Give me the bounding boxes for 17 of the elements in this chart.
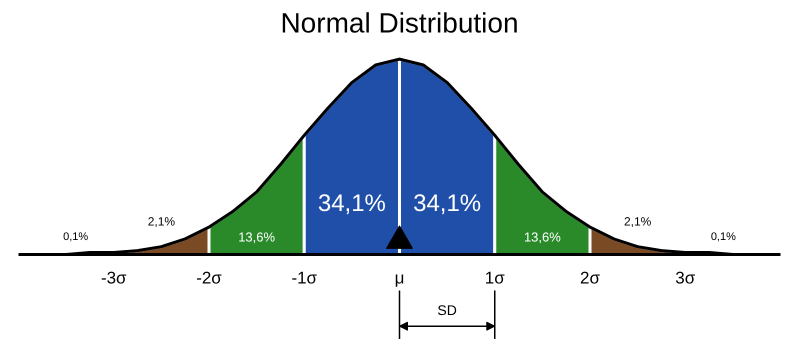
annotation: 2,1% [148, 214, 176, 228]
chart-title: Normal Distribution [280, 8, 519, 38]
text: SD [437, 302, 457, 318]
x-tick-label: 3σ [675, 268, 696, 288]
annotation: 13,6% [524, 229, 562, 244]
annotation: 34,1% [413, 190, 482, 218]
x-tick-label: -1σ [291, 268, 318, 288]
x-tick-label: 1σ [484, 268, 506, 288]
x-tick-label: -3σ [100, 268, 128, 288]
annotation: 0,1% [63, 230, 88, 243]
annotation: 0,1% [710, 230, 736, 243]
x-tick-label: μ [394, 268, 404, 288]
annotation: 13,6% [238, 229, 276, 244]
annotation: 34,1% [318, 190, 386, 218]
annotation: 2,1% [624, 214, 652, 228]
x-tick-label: 2σ [580, 268, 600, 288]
x-tick-label: -2σ [196, 268, 222, 288]
